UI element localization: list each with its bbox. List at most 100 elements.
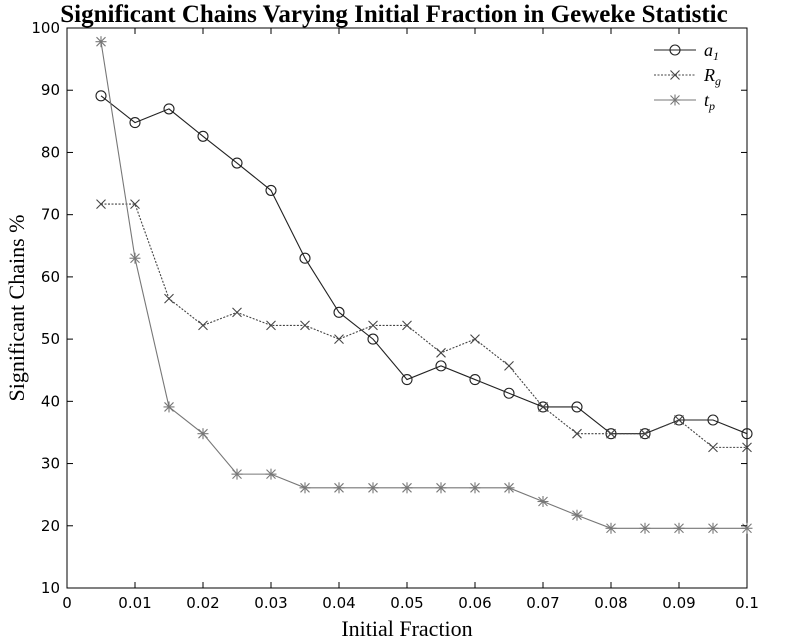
x-tick-label: 0.04 [322, 594, 355, 612]
series-line [100, 41, 747, 529]
data-point [299, 482, 311, 494]
data-point [504, 360, 514, 371]
x-tick-label: 0.07 [526, 594, 559, 612]
data-point [231, 468, 243, 480]
legend-label-sub: 1 [713, 49, 719, 63]
data-point [537, 401, 549, 413]
legend-item: a1 [654, 40, 719, 63]
data-point [367, 333, 379, 345]
data-point [231, 157, 243, 169]
y-tick-label: 40 [41, 392, 60, 410]
x-tick-label: 0.03 [254, 594, 287, 612]
series-line [100, 95, 748, 435]
series-line [101, 203, 747, 448]
legend-item: Rg [654, 65, 721, 88]
data-point-stroke [504, 360, 514, 371]
x-tick-label: 0.02 [186, 594, 219, 612]
data-point [95, 36, 107, 48]
legend-label-sub: g [715, 74, 721, 88]
data-point-stroke [742, 442, 752, 453]
x-axis-label: Initial Fraction [341, 616, 472, 640]
data-point [571, 509, 583, 521]
y-axis-label: Significant Chains % [4, 215, 29, 402]
data-point [197, 428, 209, 440]
plot-frame [66, 27, 748, 589]
data-point-stroke [232, 307, 242, 318]
data-point [742, 442, 752, 453]
data-point [707, 414, 719, 426]
data-point [96, 199, 106, 209]
ticks-layer: 0 0.01 0.02 0.03 0.04 0.05 0.06 0.07 0.08 0.09 0.1… [31, 19, 759, 612]
legend-marker [669, 44, 681, 56]
data-point [503, 387, 515, 399]
y-tick-label: 30 [41, 455, 60, 473]
data-point [538, 402, 548, 412]
y-tick-label: 10 [41, 579, 60, 597]
x-tick-label: 0.1 [735, 594, 759, 612]
data-point [299, 252, 311, 264]
legend-label: a1 [704, 40, 719, 63]
y-tick-label: 60 [41, 268, 60, 286]
data-point [129, 252, 141, 264]
y-tick-label: 80 [41, 143, 60, 161]
data-point [198, 320, 208, 331]
data-point-stroke [640, 428, 650, 439]
x-tick-label: 0.05 [390, 594, 423, 612]
data-point [503, 482, 515, 494]
data-point [333, 306, 345, 318]
x-tick-label: 0.09 [662, 594, 695, 612]
data-point [265, 468, 277, 480]
x-tick-label: 0.01 [118, 594, 151, 612]
data-point [401, 374, 413, 386]
data-point-stroke [334, 334, 344, 345]
series-R-g [96, 199, 752, 453]
data-point [334, 334, 344, 345]
chart-title: Significant Chains Varying Initial Fract… [60, 1, 727, 28]
data-point [606, 428, 616, 439]
data-point [572, 428, 582, 439]
data-point [130, 199, 140, 209]
data-point [95, 90, 107, 102]
data-point [708, 442, 718, 453]
data-point [470, 334, 480, 345]
y-tick-label: 100 [31, 19, 60, 37]
data-point-stroke [402, 320, 412, 331]
data-point [401, 482, 413, 494]
legend-label-main: R [703, 65, 715, 85]
data-point-stroke [470, 334, 480, 345]
x-tick-label: 0.06 [458, 594, 491, 612]
data-point-stroke [538, 402, 548, 412]
data-point [333, 482, 345, 494]
x-tick-label: 0.08 [594, 594, 627, 612]
y-tick-label: 50 [41, 330, 60, 348]
y-tick-label: 20 [41, 517, 60, 535]
data-point [571, 401, 583, 413]
legend-label: tp [704, 90, 715, 113]
data-point [129, 117, 141, 129]
data-point [367, 482, 379, 494]
data-point [435, 360, 447, 372]
data-point [163, 103, 175, 115]
plot-area [66, 27, 748, 589]
data-point [640, 428, 650, 439]
data-point-stroke [300, 320, 310, 331]
data-point [673, 414, 685, 426]
series-t-p [95, 36, 753, 534]
data-point [741, 428, 753, 440]
data-point [197, 130, 209, 142]
legend-marker [669, 94, 681, 106]
data-point [537, 496, 549, 508]
data-point [435, 482, 447, 494]
legend-label-sub: p [708, 99, 715, 113]
legend-label: Rg [703, 65, 721, 88]
data-point-stroke [436, 347, 446, 358]
data-point-stroke [130, 199, 140, 209]
data-point [368, 320, 378, 331]
data-point [164, 293, 174, 304]
data-point-stroke [708, 442, 718, 453]
data-point [300, 320, 310, 331]
data-point [469, 374, 481, 386]
y-tick-label: 90 [41, 81, 60, 99]
